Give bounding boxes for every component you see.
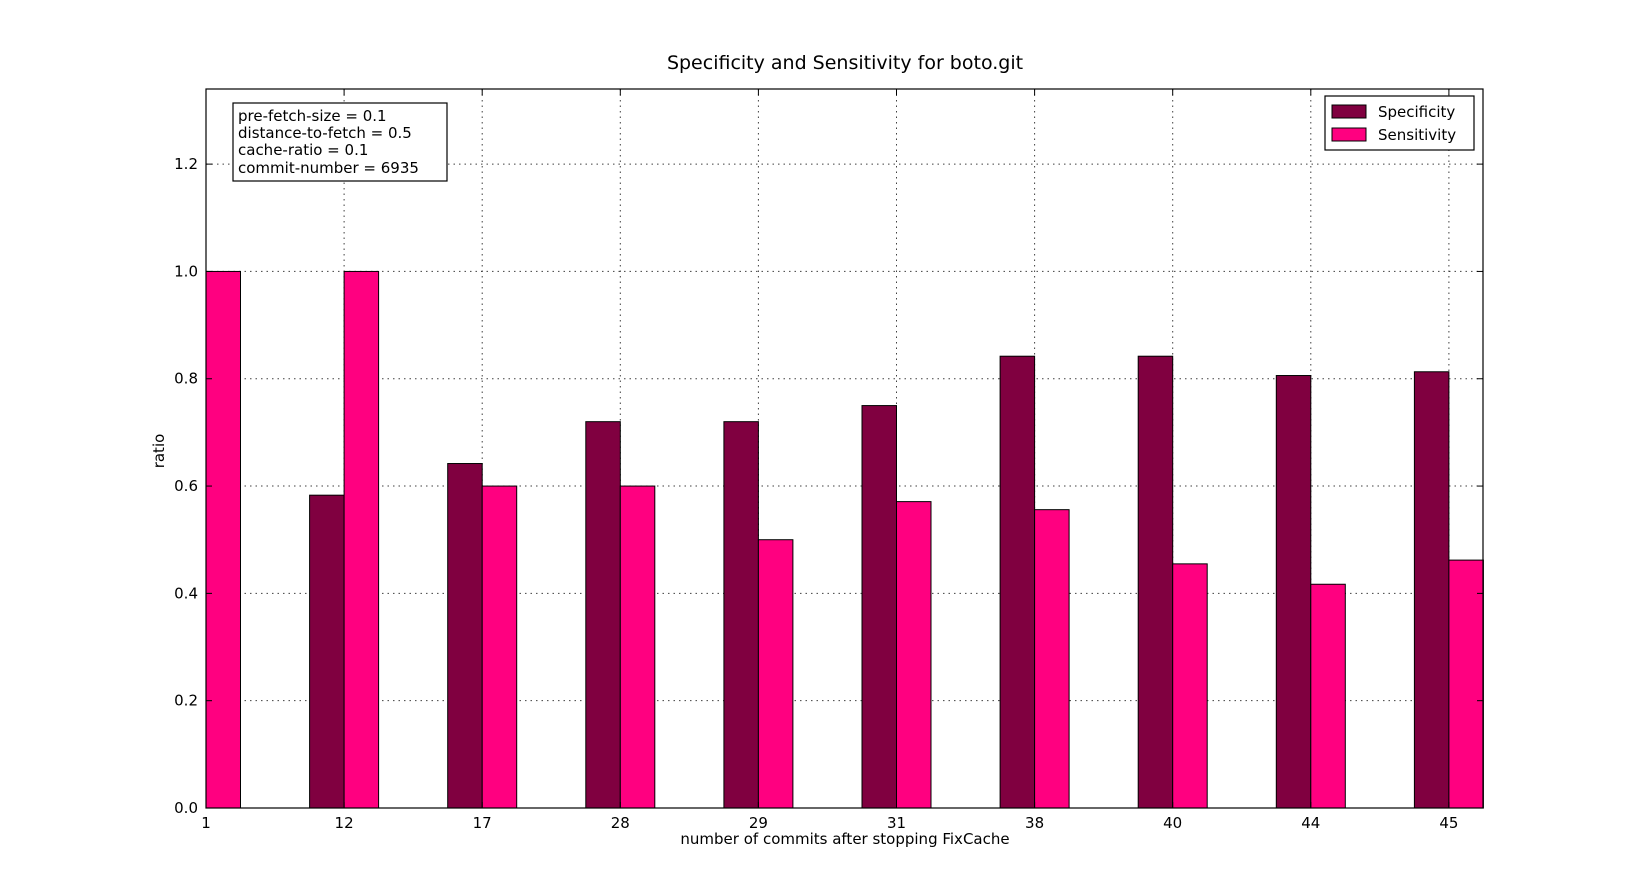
bar-specificity-38 [999,355,1036,809]
bar-sensitivity-38 [1034,509,1070,809]
x-tick-label: 1 [201,814,211,832]
bar-sensitivity-12 [343,270,380,809]
y-axis-label: ratio [150,434,168,469]
y-tick-label: 1.2 [174,155,198,173]
plot-frame [205,88,1484,809]
y-tick-label: 1.0 [174,262,198,280]
bar-specificity-40 [1137,355,1174,809]
chart-title: Specificity and Sensitivity for boto.git [667,52,1023,74]
x-tick-label: 12 [335,814,354,832]
annotation-line: pre-fetch-size = 0.1 [238,107,387,125]
bar-sensitivity-45 [1448,559,1484,809]
x-tick-label: 17 [473,814,492,832]
x-tick-label: 40 [1163,814,1182,832]
bar-sensitivity-29 [757,539,794,809]
bar-sensitivity-17 [481,485,518,809]
legend-swatch-sensitivity [1331,127,1367,142]
parameter-annotation: pre-fetch-size = 0.1 distance-to-fetch =… [232,102,448,182]
legend-swatch-specificity [1331,104,1367,119]
bar-sensitivity-1 [205,270,241,809]
bar-specificity-45 [1413,371,1450,809]
x-tick-label: 28 [611,814,630,832]
bar-sensitivity-31 [896,501,932,809]
annotation-line: commit-number = 6935 [238,159,419,177]
legend: Specificity Sensitivity [1324,95,1475,151]
bar-specificity-12 [309,494,345,809]
bar-sensitivity-44 [1310,583,1346,809]
y-tick-label: 0.8 [174,370,198,388]
x-tick-label: 31 [887,814,906,832]
y-tick-label: 0.6 [174,477,198,495]
annotation-line: distance-to-fetch = 0.5 [238,124,412,142]
y-tick-label: 0.4 [174,584,198,602]
bar-specificity-44 [1275,375,1312,809]
x-tick-label: 45 [1439,814,1458,832]
x-axis-label: number of commits after stopping FixCach… [680,830,1009,848]
y-tick-label: 0.0 [174,799,198,817]
bar-specificity-28 [585,421,621,809]
bar-specificity-29 [723,421,759,809]
x-tick-label: 44 [1301,814,1320,832]
legend-label-sensitivity: Sensitivity [1378,126,1456,144]
y-tick-label: 0.2 [174,692,198,710]
bar-specificity-31 [861,405,897,809]
bar-sensitivity-28 [619,485,656,809]
bars [205,270,1484,809]
legend-label-specificity: Specificity [1378,103,1455,121]
bar-sensitivity-40 [1172,563,1208,809]
grid [206,89,1483,808]
annotation-box [232,102,448,182]
ticks: 0.0 0.2 0.4 0.6 0.8 1.0 1.2 1 12 17 28 29 31 38 40 44 45 [174,89,1483,832]
annotation-line: cache-ratio = 0.1 [238,141,368,159]
x-tick-label: 38 [1025,814,1044,832]
x-tick-label: 29 [749,814,768,832]
bar-specificity-17 [447,463,483,809]
